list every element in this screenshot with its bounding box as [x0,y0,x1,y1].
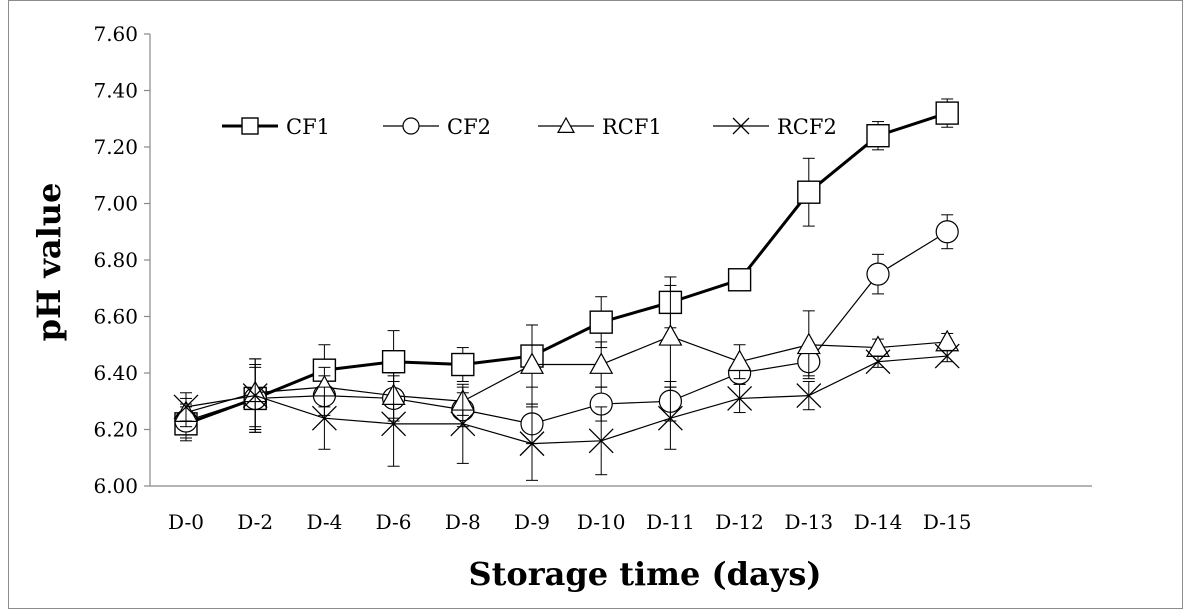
data-point-x [934,343,960,369]
x-axis-ticks: D-0 D-2 D-4 D-6 D-8 D-9 D-10 D-11 D-12 D-13 D-14 D-… [168,510,971,534]
y-tick-label: 7.40 [93,79,138,103]
data-point-x [519,431,545,457]
data-point-triangle [589,352,614,374]
legend-item: CF2 [383,115,491,139]
series-cf1 [174,98,959,442]
series-cf2 [174,214,959,445]
data-point-x [311,405,337,431]
data-point-square [451,352,475,377]
data-point-x [865,349,891,375]
data-point-square [935,101,959,125]
data-point-circle [402,117,420,135]
data-point-square [241,117,259,135]
x-tick-label: D-12 [715,510,764,534]
series-rcf2 [173,343,960,481]
data-point-x [173,394,199,420]
series-line [185,355,948,445]
y-tick-label: 6.40 [93,361,138,385]
chart-frame [8,0,1183,609]
y-tick-label: 6.60 [93,305,138,329]
data-point-square [727,268,752,292]
data-point-square [797,180,821,204]
x-axis-label: Storage time (days) [469,555,822,593]
x-tick-label: D-11 [646,510,695,534]
legend-label: RCF1 [602,115,662,139]
x-tick-label: D-13 [784,510,833,534]
data-point-circle [935,220,959,244]
y-axis-label: pH value [30,183,68,342]
data-point-square [381,350,406,374]
y-tick-label: 6.80 [93,248,138,272]
series-line [185,335,948,414]
x-tick-label: D-9 [514,510,550,534]
y-tick-label: 6.00 [93,474,138,498]
x-tick-label: D-2 [237,510,273,534]
legend: CF1 CF2 RCF1 RCF2 [222,115,837,139]
data-point-x [727,385,753,411]
series-line [185,231,948,425]
data-point-triangle [556,116,576,133]
y-tick-label: 6.20 [93,418,138,442]
data-point-square [866,123,890,148]
data-point-circle [866,262,890,286]
y-tick-label: 7.60 [93,22,138,46]
x-tick-label: D-8 [445,510,481,534]
data-point-x [381,411,407,437]
legend-item: RCF1 [538,115,662,139]
legend-item: CF1 [222,115,330,139]
x-tick-label: D-0 [168,510,204,534]
data-point-x [657,405,683,431]
x-tick-label: D-14 [854,510,903,534]
series-rcf1 [173,284,960,428]
data-point-x [242,383,268,409]
data-point-x [796,383,822,409]
data-point-triangle [658,324,683,346]
series-line [185,111,948,426]
y-tick-label: 7.00 [93,192,138,216]
x-tick-label: D-15 [923,510,972,534]
series-layer [173,98,960,481]
y-tick-label: 7.20 [93,135,138,159]
data-point-square [589,310,613,334]
data-point-x [732,117,750,135]
x-tick-label: D-4 [306,510,342,534]
legend-label: RCF2 [777,115,837,139]
x-tick-label: D-6 [376,510,412,534]
data-point-triangle [519,352,545,374]
legend-label: CF1 [286,115,330,139]
data-point-triangle [796,332,821,355]
data-point-triangle [727,349,752,372]
x-tick-label: D-10 [577,510,626,534]
legend-label: CF2 [447,115,491,139]
data-point-x [450,411,476,437]
y-axis-ticks: 6.00 6.20 6.40 6.60 6.80 7.00 7.20 7.40 7.60 [93,22,150,498]
data-point-x [588,428,614,454]
legend-item: RCF2 [713,115,837,139]
